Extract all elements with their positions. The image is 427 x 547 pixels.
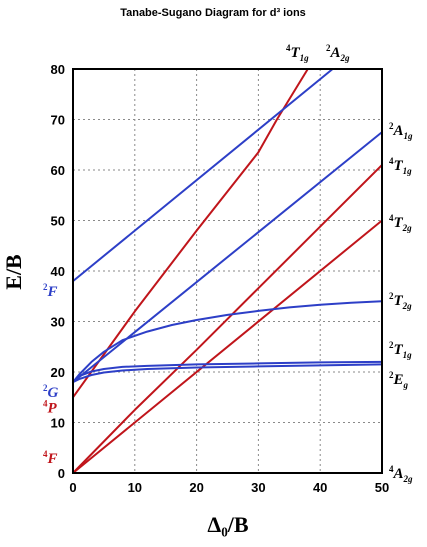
series-label-2-sub: 1g [403,166,413,176]
free-ion-term-1-sup: 4 [43,398,48,408]
series-label-7-sup: 2 [389,121,394,131]
series-label-4-sub: g [403,380,409,390]
series-label-7-sub: 1g [404,131,414,141]
free-ion-term-1-letter: P [48,400,58,416]
free-ion-term-1: 4P [43,398,58,416]
series-label-4-letter: E [393,372,404,388]
series-line-2A1g-7 [72,131,383,384]
series-label-5-sub: 1g [403,350,413,360]
y-tick-label: 30 [51,315,65,330]
series-line-2Eg-4 [72,363,383,384]
y-tick-label: 10 [51,416,65,431]
series-label-5-sup: 2 [389,340,394,350]
series-label-7: 2A1g [389,121,413,141]
grid [73,69,382,473]
series-label-4: 2Eg [389,370,409,390]
series-label-4-sup: 2 [389,370,394,380]
series-line-2T1g-5 [72,360,383,384]
y-tick-label: 50 [51,214,65,229]
series-label-2: 4T1g [389,156,412,176]
series-label-0-sup: 4 [389,464,394,474]
series-label-6: 2T2g [389,291,412,311]
series-line-4T1g-2 [72,164,383,474]
series-label-0-letter: A [393,466,404,482]
series-line-2A2g-8 [72,68,334,283]
y-tick-label: 60 [51,163,65,178]
series-label-2-letter: T [394,158,404,174]
series-label-3: 4T1g [286,43,309,63]
y-tick-label: 40 [51,264,65,279]
free-ion-term-2-letter: G [48,385,59,401]
term-labels: 4A2g4T2g4T1g2Eg2T1g2T2g2A1g4T1g2A2g4F4P2… [43,43,413,484]
chart-title: Tanabe-Sugano Diagram for d³ ions [120,7,306,19]
plot-frame [72,68,383,474]
series-label-0: 4A2g [389,464,413,484]
series-label-1-sub: 2g [402,223,413,233]
x-tick-label: 30 [251,480,265,495]
x-tick-label: 0 [69,480,76,495]
free-ion-term-3: 2F [43,282,58,300]
series-line-4T2g-1 [72,219,383,474]
series-label-2-sup: 4 [389,156,394,166]
series-label-8: 2A2g [326,43,350,63]
series-label-1-letter: T [394,215,404,231]
series-label-6-sup: 2 [389,291,394,301]
series-label-8-letter: A [330,45,341,61]
x-tick-label: 10 [128,480,142,495]
series-label-1-sup: 4 [389,213,394,223]
series-label-7-letter: A [393,123,404,139]
x-tick-label: 50 [375,480,389,495]
series-line-2T2g-6 [72,300,383,384]
free-ion-term-3-letter: F [47,284,58,300]
series-label-8-sup: 2 [326,43,331,53]
free-ion-term-0-letter: F [47,451,58,467]
free-ion-term-0-sup: 4 [43,449,48,459]
series-label-6-sub: 2g [402,301,413,311]
series-label-5-letter: T [394,342,404,358]
series-label-8-sub: 2g [340,53,351,63]
series-label-1: 4T2g [389,213,412,233]
y-tick-label: 0 [58,466,65,481]
y-tick-label: 70 [51,113,65,128]
free-ion-term-3-sup: 2 [43,282,48,292]
x-axis-label: Δ₀/B [207,512,249,537]
series-label-3-letter: T [291,45,301,61]
series-label-0-sub: 2g [403,474,414,484]
tick-labels: 0 10 20 30 40 50 0 10 20 30 40 50 60 70 80 [51,62,390,495]
free-ion-term-2: 2G [43,383,59,401]
series-label-3-sup: 4 [286,43,291,53]
y-tick-label: 20 [51,365,65,380]
x-tick-label: 20 [189,480,203,495]
free-ion-term-0: 4F [43,449,58,467]
series-label-5: 2T1g [389,340,412,360]
series-label-6-letter: T [394,293,404,309]
y-tick-label: 80 [51,62,65,77]
y-axis-label: E/B [1,254,26,290]
free-ion-term-2-sup: 2 [43,383,48,393]
series-label-3-sub: 1g [300,53,310,63]
x-tick-label: 40 [313,480,327,495]
